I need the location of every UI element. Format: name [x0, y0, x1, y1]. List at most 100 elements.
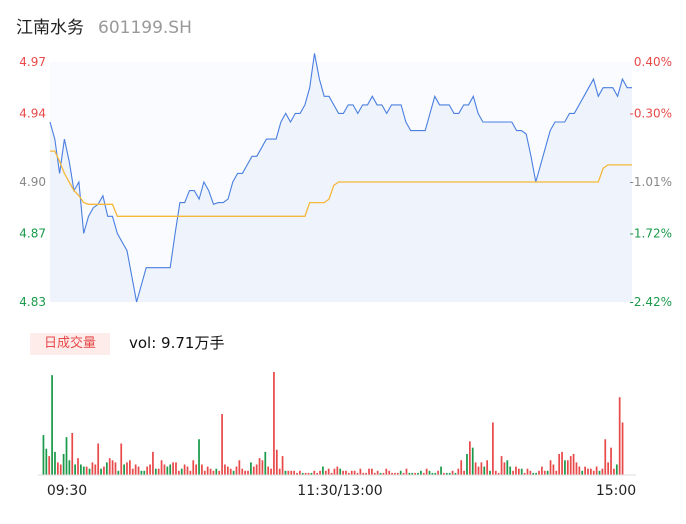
- volume-bar: [359, 468, 362, 475]
- volume-bar: [561, 451, 563, 475]
- volume-bar: [258, 458, 261, 475]
- volume-bar: [111, 460, 114, 475]
- volume-bar: [330, 472, 333, 475]
- volume-bar: [385, 468, 388, 475]
- volume-bar: [281, 456, 284, 475]
- volume-bar: [391, 472, 393, 475]
- volume-bar: [460, 460, 463, 475]
- volume-bar: [195, 464, 198, 475]
- volume-bar: [296, 472, 298, 475]
- volume-bar: [172, 462, 174, 475]
- volume-bar: [411, 472, 414, 475]
- pct-tick-label: -0.30%: [630, 106, 672, 120]
- volume-bar: [445, 472, 448, 475]
- volume-bar: [206, 466, 209, 475]
- volume-bar: [313, 470, 316, 475]
- volume-bar: [402, 472, 405, 475]
- volume-bar: [420, 470, 422, 475]
- volume-bar: [399, 470, 402, 475]
- volume-bar: [471, 447, 474, 475]
- volume-bar: [342, 470, 344, 475]
- volume-bar: [572, 453, 575, 475]
- volume-bar: [517, 468, 520, 475]
- y-tick-label: 4.94: [19, 106, 46, 120]
- volume-bar: [316, 472, 319, 475]
- y-tick-label: 4.97: [19, 55, 46, 69]
- volume-bar: [368, 468, 370, 475]
- volume-bar: [371, 468, 373, 475]
- volume-bar: [71, 432, 74, 475]
- volume-bar: [183, 464, 186, 475]
- volume-bar: [100, 468, 102, 475]
- volume-bar: [154, 468, 157, 475]
- volume-bar: [558, 453, 561, 475]
- volume-bar: [463, 470, 465, 475]
- volume-bar: [451, 470, 454, 475]
- volume-bar: [94, 464, 97, 475]
- pct-tick-label: -1.01%: [630, 175, 672, 189]
- volume-bar: [152, 451, 154, 475]
- volume-bar: [129, 460, 131, 475]
- volume-bar: [65, 437, 68, 475]
- volume-bar: [97, 443, 100, 475]
- volume-bar: [241, 468, 244, 475]
- volume-bar: [590, 468, 592, 475]
- volume-bar: [42, 435, 45, 475]
- volume-bar: [160, 460, 163, 475]
- volume-bar: [618, 397, 621, 475]
- volume-bar: [431, 472, 434, 475]
- volume-bar: [56, 462, 59, 475]
- volume-bar: [569, 456, 572, 475]
- volume-bar: [140, 470, 143, 475]
- volume-bar: [434, 472, 437, 475]
- volume-bar: [54, 451, 56, 475]
- volume-bar: [515, 466, 517, 475]
- volume-bar: [77, 458, 79, 475]
- volume-bar: [149, 464, 151, 475]
- volume-bar: [189, 470, 192, 475]
- stock-title: 江南水务 601199.SH: [16, 13, 192, 38]
- volume-bar: [474, 462, 477, 475]
- volume-bar: [546, 470, 549, 475]
- volume-bar: [466, 453, 468, 475]
- volume-bar: [310, 472, 313, 475]
- volume-tag: 日成交量: [30, 333, 110, 355]
- volume-bar: [598, 470, 601, 475]
- volume-bar: [290, 470, 293, 475]
- pct-tick-label: -2.42%: [630, 295, 672, 309]
- volume-bar: [601, 468, 604, 475]
- volume-bar: [492, 422, 494, 475]
- volume-bar: [143, 470, 146, 475]
- volume-bar: [209, 468, 212, 475]
- volume-bar: [68, 460, 71, 475]
- y-tick-label: 4.87: [19, 226, 46, 240]
- volume-bar: [333, 468, 336, 475]
- volume-bar: [486, 460, 489, 475]
- volume-bar: [324, 470, 327, 475]
- volume-bar: [166, 466, 169, 475]
- volume-bar: [437, 470, 440, 475]
- volume-bar: [264, 451, 267, 475]
- price-area: [50, 53, 632, 303]
- volume-bar: [578, 466, 581, 475]
- stock-name: 江南水务: [16, 18, 84, 38]
- volume-bar: [422, 472, 425, 475]
- volume-bar: [232, 470, 235, 475]
- volume-bar: [454, 472, 457, 475]
- volume-bar: [307, 472, 310, 475]
- volume-bar: [396, 472, 399, 475]
- volume-bar: [82, 466, 85, 475]
- x-tick-label: 11:30/13:00: [297, 483, 382, 499]
- volume-bar: [353, 470, 356, 475]
- volume-bar: [541, 466, 543, 475]
- volume-bar: [134, 464, 137, 475]
- volume-bar: [512, 470, 514, 475]
- volume-bar: [440, 466, 442, 475]
- volume-bar: [235, 466, 238, 475]
- volume-bar: [327, 468, 330, 475]
- volume-bar: [549, 460, 552, 475]
- volume-bar: [175, 462, 177, 475]
- volume-bar: [494, 470, 497, 475]
- volume-bar: [221, 414, 223, 475]
- volume-bar: [379, 472, 382, 475]
